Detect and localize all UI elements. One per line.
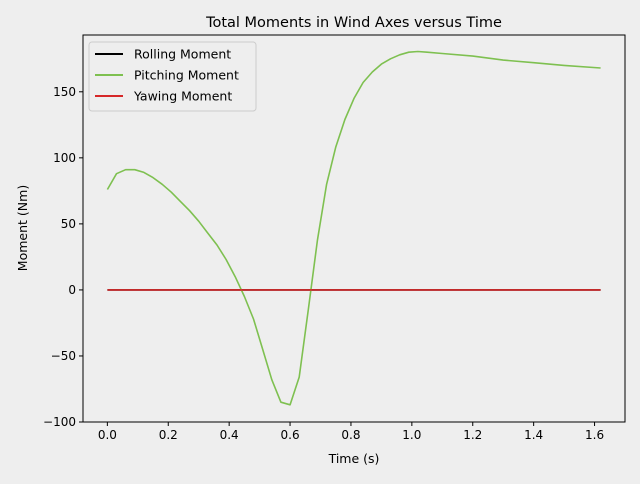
- y-tick-label: −100: [43, 415, 76, 429]
- x-tick-label: 1.0: [402, 428, 421, 442]
- x-tick-label: 0.0: [98, 428, 117, 442]
- x-tick-label: 1.4: [524, 428, 543, 442]
- legend-box: [88, 41, 257, 112]
- y-tick-label: 0: [68, 283, 76, 297]
- y-tick-label: 150: [53, 85, 76, 99]
- x-tick-label: 0.4: [220, 428, 239, 442]
- x-tick-label: 0.8: [341, 428, 360, 442]
- series-line-pitching-moment: [106, 50, 601, 406]
- y-tick-label: 50: [61, 217, 76, 231]
- x-tick-label: 1.2: [463, 428, 482, 442]
- legend-label: Rolling Moment: [134, 47, 231, 62]
- x-tick-label: 0.6: [281, 428, 300, 442]
- legend-label: Pitching Moment: [134, 68, 239, 83]
- x-axis-label: Time (s): [328, 451, 380, 466]
- x-axis: 0.0 0.2 0.4 0.6 0.8 1.0 1.2 1.4 1.6: [98, 422, 604, 442]
- legend-label: Yawing Moment: [133, 89, 232, 104]
- y-axis: −100 −50 0 50 100 150: [43, 85, 83, 429]
- y-tick-label: 100: [53, 151, 76, 165]
- series-layer: [106, 50, 601, 406]
- legend: Rolling Moment Pitching Moment Yawing Mome…: [88, 41, 257, 112]
- y-tick-label: −50: [51, 349, 76, 363]
- x-tick-label: 1.6: [585, 428, 604, 442]
- x-tick-label: 0.2: [159, 428, 178, 442]
- y-axis-label: Moment (Nm): [15, 185, 30, 271]
- chart-title: Total Moments in Wind Axes versus Time: [205, 15, 502, 31]
